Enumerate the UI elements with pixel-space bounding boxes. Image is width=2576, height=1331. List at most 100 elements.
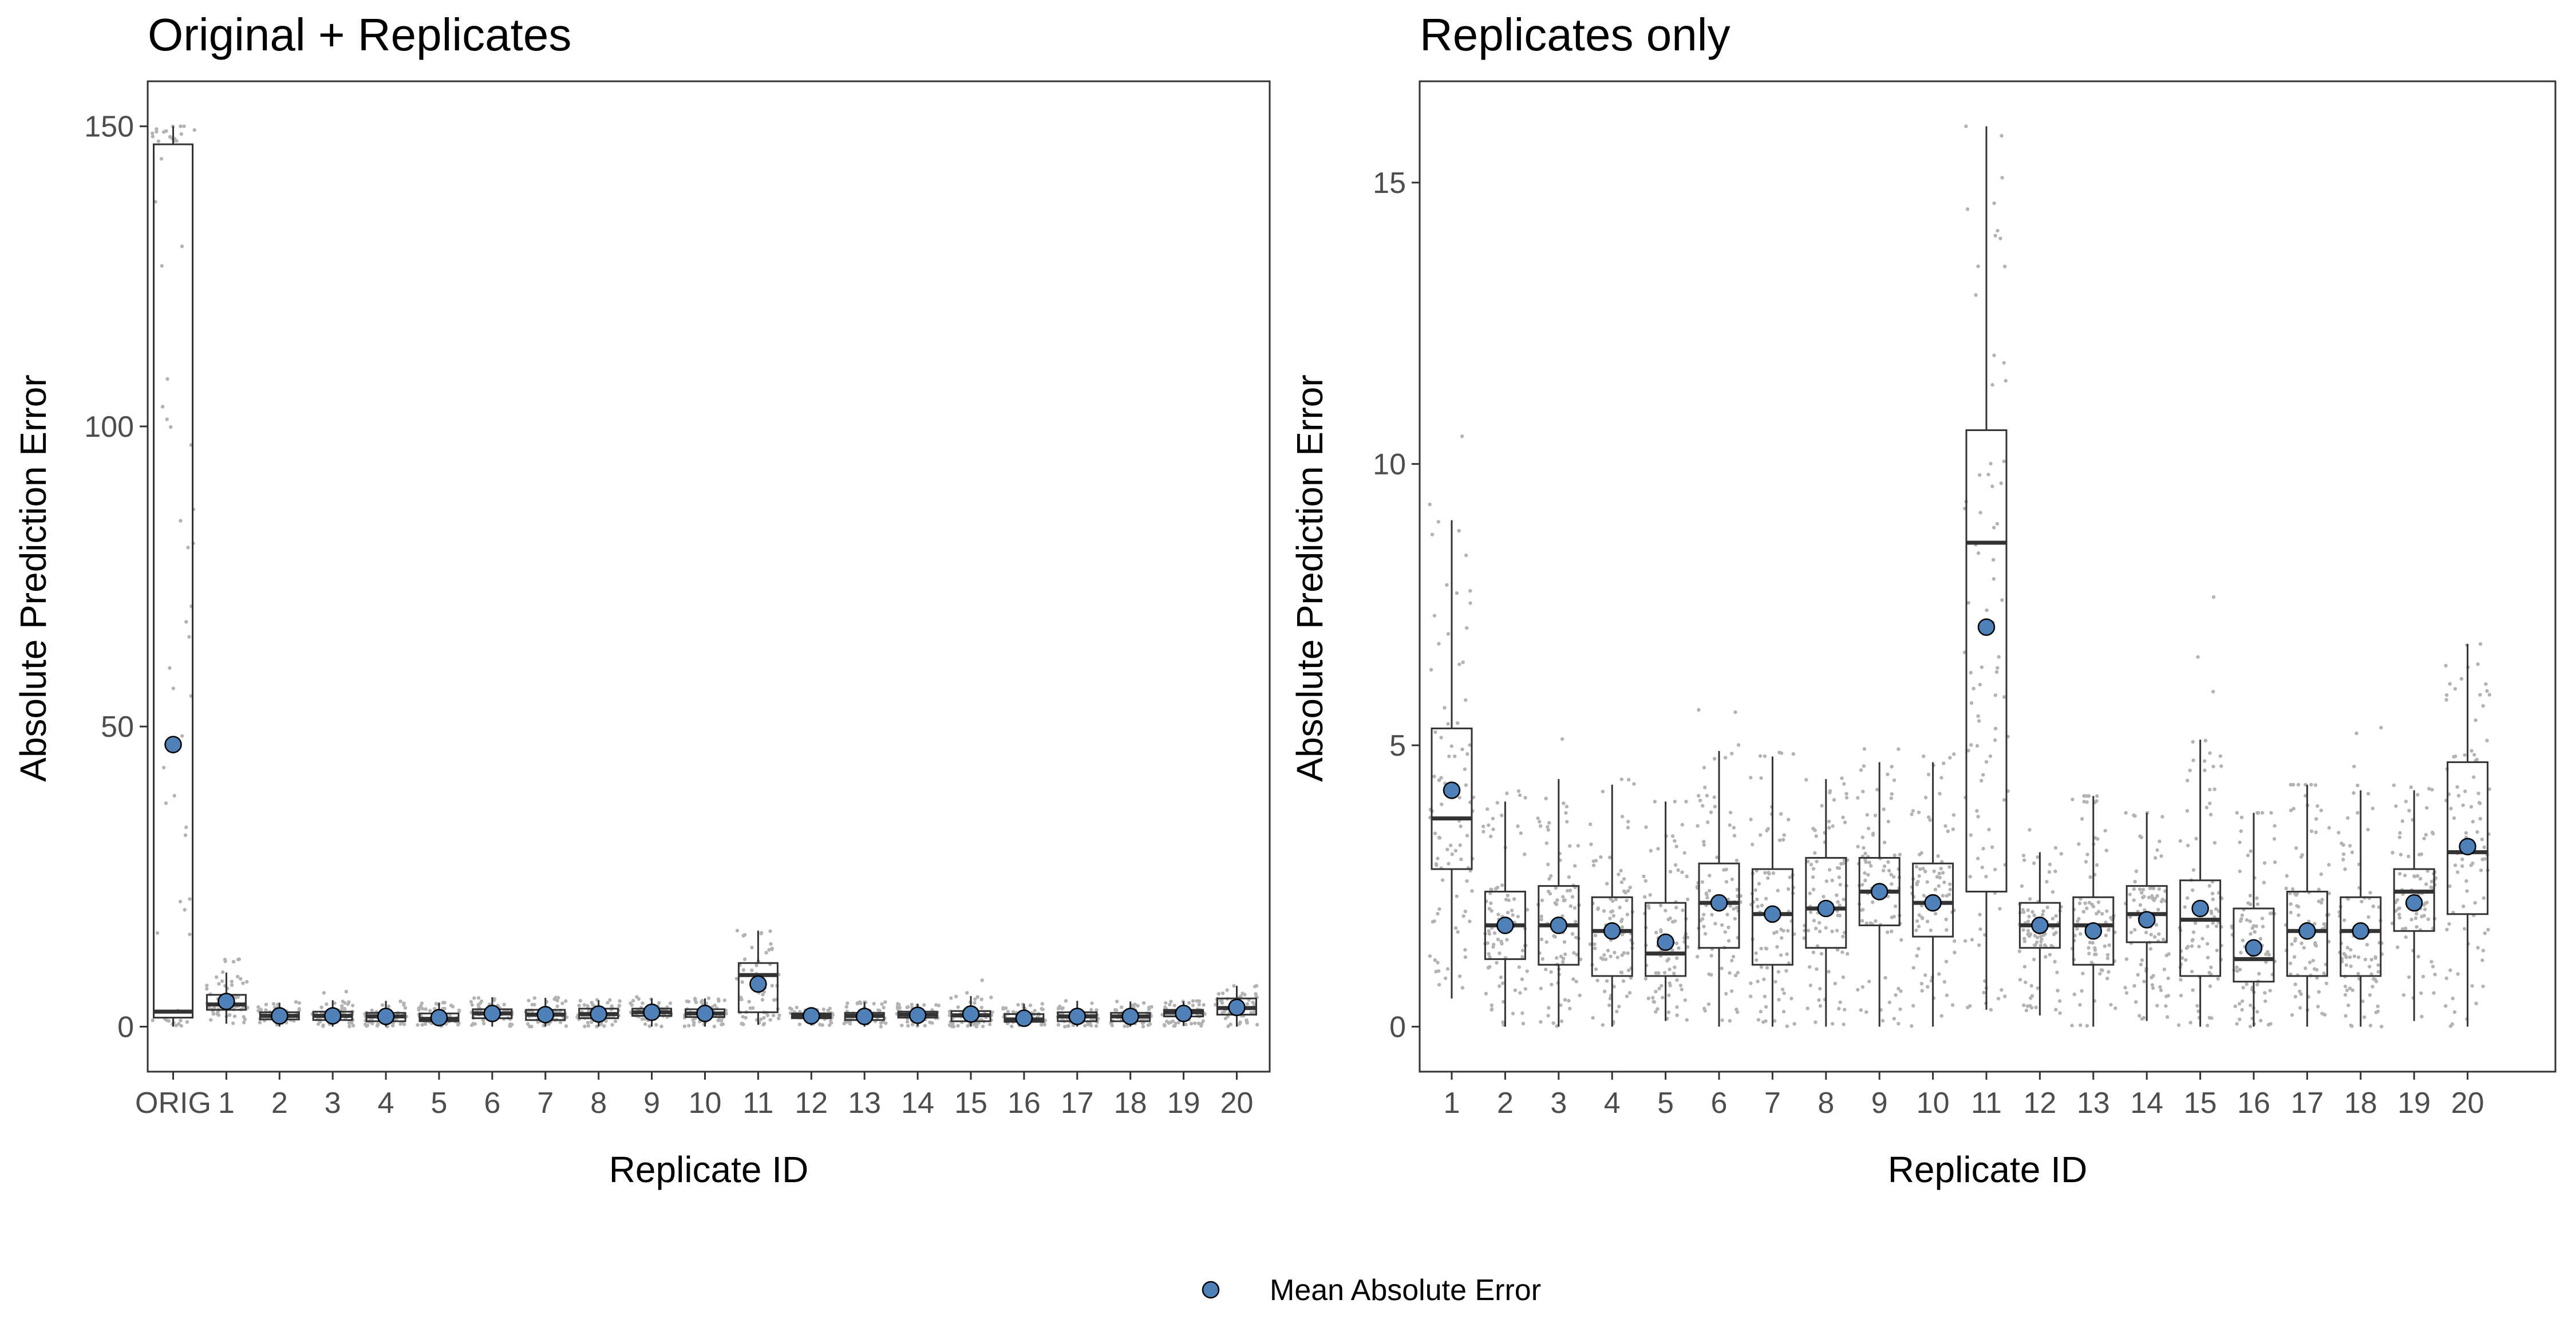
box-20 [1216,986,1257,1027]
jitter-point [1989,1008,1993,1012]
jitter-point [1544,841,1549,846]
jitter-point [1601,1023,1605,1027]
jitter-point [1232,984,1236,988]
jitter-point [1682,851,1686,855]
x-axis: ORIG 1 2 3 4 5 6 7 8 9 10 11 12 13 14 15 16 17 18 19 20 [135,1072,1253,1120]
jitter-point [923,1024,927,1028]
jitter-point [1860,985,1864,989]
box-10 [685,998,725,1027]
jitter-point [1756,980,1760,984]
box-17 [1057,1001,1098,1027]
jitter-point [2245,982,2249,986]
jitter-point [2255,896,2259,901]
jitter-point [1915,919,1919,923]
jitter-point [2191,888,2195,892]
jitter-point [2327,863,2331,867]
jitter-point [1789,997,1793,1001]
jitter-point [470,1003,474,1007]
jitter-point [1432,614,1437,618]
jitter-point [2424,833,2428,837]
jitter-point [1749,981,1753,985]
jitter-point [1965,207,1970,211]
jitter-point [177,1022,181,1026]
jitter-point [2352,791,2356,795]
jitter-point [2319,808,2324,812]
jitter-point [821,1007,826,1012]
jitter-point [2107,928,2111,932]
box-2 [1484,801,1526,1027]
jitter-point [2219,764,2223,768]
jitter-point [2237,1002,2242,1006]
jitter-point [691,1018,695,1022]
jitter-point [599,1022,603,1026]
jitter-point [734,977,739,981]
jitter-point [2289,808,2293,812]
jitter-point [1653,800,1657,804]
jitter-point [1433,958,1437,962]
jitter-point [236,974,240,979]
jitter-point [1709,954,1713,958]
jitter-point [347,1000,351,1004]
jitter-point [1431,919,1435,924]
jitter-point [1725,913,1729,917]
jitter-point [2176,1023,2181,1027]
jitter-point [1666,1010,1670,1014]
jitter-point [750,946,754,950]
jitter-point [1838,883,1842,887]
jitter-point [1941,894,1945,898]
jitter-point [560,1001,564,1005]
jitter-point [740,997,744,1002]
jitter-point [2191,988,2195,992]
jitter-point [1842,1022,1846,1026]
jitter-point [762,1016,766,1020]
jitter-point [2211,595,2216,599]
y-tick-label: 0 [1389,1010,1406,1044]
jitter-point [2132,898,2136,902]
jitter-point [1761,1020,1765,1024]
jitter-point [2095,794,2099,798]
jitter-point [1254,992,1258,996]
jitter-point [2430,788,2434,792]
jitter-point [1894,993,1898,997]
jitter-point [1574,935,1578,939]
jitter-point [1673,839,1677,843]
jitter-point [1120,1005,1124,1009]
jitter-point [2268,911,2273,915]
jitter-point [1697,793,1701,798]
jitter-point [990,1010,994,1014]
jitter-point [1856,844,1860,849]
jitter-point [2255,902,2260,906]
jitter-point [1866,827,1871,831]
jitter-point [1562,801,1566,805]
jitter-point [2472,753,2476,757]
jitter-point [2196,655,2200,659]
jitter-point [2476,662,2480,666]
x-tick-label: 20 [1220,1087,1254,1120]
jitter-point [1978,913,1982,917]
jitter-point [1555,898,1559,902]
jitter-point [2150,983,2155,987]
jitter-point [1996,997,2001,1001]
jitter-point [2320,901,2324,905]
jitter-point [1828,868,1832,872]
jitter-point [1941,871,1945,875]
jitter-point [2081,971,2085,975]
jitter-point [2191,938,2195,942]
jitter-point [1086,1022,1090,1026]
jitter-point [827,1023,832,1027]
jitter-point [1456,930,1460,934]
jitter-point [2034,1005,2038,1009]
mean-point [1924,894,1942,912]
jitter-point [1705,793,1709,798]
jitter-point [2261,925,2265,929]
jitter-point [554,996,558,1000]
jitter-point [1564,804,1569,809]
jitter-point [740,1022,744,1026]
jitter-point [872,1002,876,1006]
jitter-point [2088,941,2092,945]
jitter-point [1767,872,1771,876]
jitter-point [2238,869,2242,874]
jitter-point [2356,783,2360,788]
jitter-point [1568,904,1573,909]
jitter-point [319,1005,323,1009]
